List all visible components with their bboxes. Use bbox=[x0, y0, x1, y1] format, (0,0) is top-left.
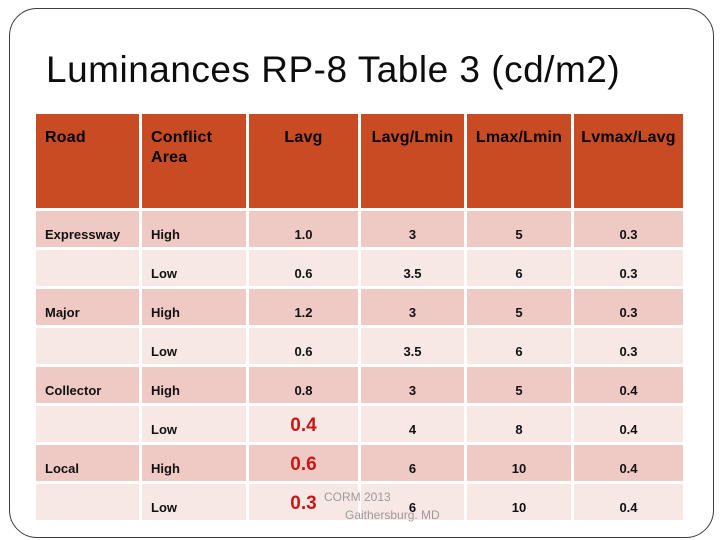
lmax-lmin-cell: 10 bbox=[467, 484, 571, 520]
lvmax-lavg-cell: 0.4 bbox=[574, 406, 683, 442]
lmax-lmin-cell: 8 bbox=[467, 406, 571, 442]
conflict-area-cell: High bbox=[142, 289, 246, 325]
col-header-lavg-lmin: Lavg/Lmin bbox=[361, 114, 464, 208]
footer-event: CORM 2013 bbox=[324, 490, 391, 504]
conflict-area-cell: High bbox=[142, 367, 246, 403]
lavg-lmin-cell: 3 bbox=[361, 211, 464, 247]
lavg-cell: 0.8 bbox=[249, 367, 358, 403]
road-cell bbox=[36, 328, 139, 364]
lavg-lmin-cell: 4 bbox=[361, 406, 464, 442]
lvmax-lavg-cell: 0.4 bbox=[574, 367, 683, 403]
col-header-road: Road bbox=[36, 114, 139, 208]
lavg-cell: 1.0 bbox=[249, 211, 358, 247]
lvmax-lavg-cell: 0.4 bbox=[574, 484, 683, 520]
road-cell bbox=[36, 250, 139, 286]
lavg-cell: 0.3 bbox=[249, 484, 358, 520]
table-row: Low 0.6 3.5 6 0.3 bbox=[36, 250, 683, 286]
table-row: Low 0.4 4 8 0.4 bbox=[36, 406, 683, 442]
lmax-lmin-cell: 5 bbox=[467, 211, 571, 247]
table-header-row: Road Conflict Area Lavg Lavg/Lmin Lmax/L… bbox=[36, 114, 683, 208]
lmax-lmin-cell: 10 bbox=[467, 445, 571, 481]
col-header-lmax-lmin: Lmax/Lmin bbox=[467, 114, 571, 208]
conflict-area-cell: Low bbox=[142, 250, 246, 286]
lvmax-lavg-cell: 0.3 bbox=[574, 211, 683, 247]
lavg-cell: 0.6 bbox=[249, 328, 358, 364]
road-cell: Local bbox=[36, 445, 139, 481]
lmax-lmin-cell: 5 bbox=[467, 289, 571, 325]
table-row: Expressway High 1.0 3 5 0.3 bbox=[36, 211, 683, 247]
lmax-lmin-cell: 5 bbox=[467, 367, 571, 403]
lavg-lmin-cell: 3 bbox=[361, 289, 464, 325]
lmax-lmin-cell: 6 bbox=[467, 328, 571, 364]
table-row: Low 0.3 6 10 0.4 bbox=[36, 484, 683, 520]
lavg-lmin-cell: 3 bbox=[361, 367, 464, 403]
lvmax-lavg-cell: 0.3 bbox=[574, 250, 683, 286]
road-cell bbox=[36, 406, 139, 442]
conflict-area-cell: High bbox=[142, 445, 246, 481]
lvmax-lavg-cell: 0.3 bbox=[574, 328, 683, 364]
lavg-cell: 0.6 bbox=[249, 445, 358, 481]
table-row: Collector High 0.8 3 5 0.4 bbox=[36, 367, 683, 403]
lmax-lmin-cell: 6 bbox=[467, 250, 571, 286]
conflict-area-cell: Low bbox=[142, 328, 246, 364]
lavg-lmin-cell: 3.5 bbox=[361, 328, 464, 364]
road-cell: Major bbox=[36, 289, 139, 325]
lavg-cell: 0.4 bbox=[249, 406, 358, 442]
lvmax-lavg-cell: 0.4 bbox=[574, 445, 683, 481]
table-row: Local High 0.6 6 10 0.4 bbox=[36, 445, 683, 481]
slide-title: Luminances RP-8 Table 3 (cd/m2) bbox=[46, 49, 621, 90]
lavg-lmin-cell: 6 bbox=[361, 445, 464, 481]
conflict-area-cell: Low bbox=[142, 406, 246, 442]
road-cell bbox=[36, 484, 139, 520]
col-header-conflict-area: Conflict Area bbox=[142, 114, 246, 208]
lvmax-lavg-cell: 0.3 bbox=[574, 289, 683, 325]
lavg-lmin-cell: 6 bbox=[361, 484, 464, 520]
table-row: Low 0.6 3.5 6 0.3 bbox=[36, 328, 683, 364]
conflict-area-cell: High bbox=[142, 211, 246, 247]
road-cell: Collector bbox=[36, 367, 139, 403]
table-body: Expressway High 1.0 3 5 0.3 Low 0.6 3.5 6 0.3 Major… bbox=[36, 211, 683, 520]
table-row: Major High 1.2 3 5 0.3 bbox=[36, 289, 683, 325]
conflict-area-cell: Low bbox=[142, 484, 246, 520]
col-header-lvmax-lavg: Lvmax/Lavg bbox=[574, 114, 683, 208]
road-cell: Expressway bbox=[36, 211, 139, 247]
footer-location: Gaithersburg. MD bbox=[345, 508, 440, 522]
lavg-cell: 0.6 bbox=[249, 250, 358, 286]
lavg-lmin-cell: 3.5 bbox=[361, 250, 464, 286]
luminance-table: Road Conflict Area Lavg Lavg/Lmin Lmax/L… bbox=[33, 111, 686, 523]
col-header-lavg: Lavg bbox=[249, 114, 358, 208]
lavg-cell: 1.2 bbox=[249, 289, 358, 325]
